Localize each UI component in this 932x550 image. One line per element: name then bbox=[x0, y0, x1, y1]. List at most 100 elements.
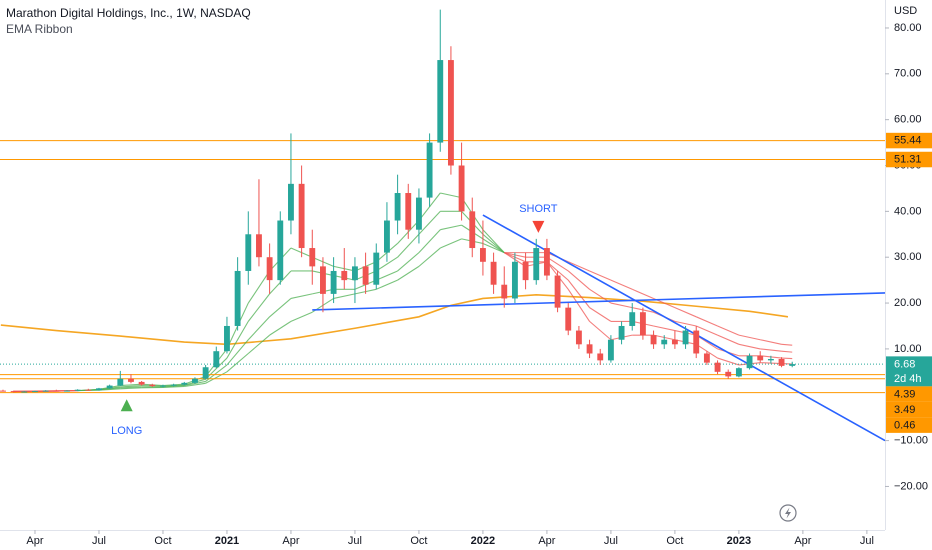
ema-ribbon-segment bbox=[653, 325, 676, 332]
plot-area: LONG SHORT bbox=[0, 9, 885, 442]
candle-body bbox=[778, 358, 785, 366]
candle-body bbox=[256, 234, 262, 258]
x-tick-label: Apr bbox=[282, 535, 299, 547]
x-tick-label: 2022 bbox=[471, 535, 495, 547]
y-tick-label: 60.00 bbox=[894, 114, 922, 126]
candle-body bbox=[682, 330, 689, 345]
ema-ribbon-segment bbox=[120, 385, 142, 388]
y-tick-label: 20.00 bbox=[894, 297, 922, 309]
candle-body bbox=[426, 142, 433, 198]
candle-body bbox=[767, 358, 774, 361]
ema-ribbon-segment bbox=[120, 387, 142, 390]
ema-ribbon-segment bbox=[760, 348, 782, 352]
candle-body bbox=[149, 384, 156, 387]
x-tick-label: Apr bbox=[26, 535, 43, 547]
candle-body bbox=[618, 325, 625, 340]
ema-ribbon-segment bbox=[247, 270, 271, 304]
ema-ribbon-segment bbox=[290, 311, 313, 322]
candle-body bbox=[309, 248, 316, 267]
ema-ribbon-segment bbox=[567, 279, 591, 308]
candle-body bbox=[21, 391, 28, 393]
candle-body bbox=[234, 270, 241, 326]
x-tick-label: Jul bbox=[860, 535, 874, 547]
ema-ribbon-segment bbox=[482, 238, 505, 254]
candle-body bbox=[522, 261, 529, 281]
chart-title: Marathon Digital Holdings, Inc., 1W, NAS… bbox=[6, 6, 251, 20]
ema-ribbon-segment bbox=[696, 325, 718, 336]
candle-body bbox=[288, 183, 294, 221]
candle-body bbox=[192, 378, 198, 383]
candle-body bbox=[597, 353, 604, 361]
price-label-box bbox=[886, 132, 932, 149]
candle-body bbox=[74, 389, 81, 391]
y-tick-label: 10.00 bbox=[894, 343, 922, 355]
candle-body bbox=[575, 330, 582, 345]
ema-ribbon-segment bbox=[482, 233, 505, 254]
y-tick-label: 40.00 bbox=[894, 205, 922, 217]
candle-body bbox=[245, 234, 252, 271]
moving-average bbox=[0, 293, 789, 346]
x-tick-label: Oct bbox=[154, 535, 171, 547]
candle-body bbox=[0, 390, 6, 392]
ema-ribbon-segment bbox=[269, 320, 292, 336]
candle-body bbox=[224, 325, 230, 352]
candle-body bbox=[458, 165, 465, 212]
candle-body bbox=[735, 368, 742, 377]
currency: USD bbox=[894, 5, 917, 17]
candle-body bbox=[181, 382, 188, 385]
ema-ribbon-segment bbox=[184, 382, 206, 388]
candle-body bbox=[128, 378, 134, 382]
candle-body bbox=[629, 312, 636, 326]
candle-body bbox=[447, 60, 454, 166]
candle-body bbox=[479, 248, 486, 262]
candle-body bbox=[320, 266, 326, 294]
ema-ribbon-segment bbox=[717, 325, 740, 336]
candle-body bbox=[213, 351, 220, 368]
ema-ribbon-segment bbox=[440, 238, 462, 249]
ema-ribbon-segment bbox=[418, 210, 441, 235]
replay-button[interactable] bbox=[779, 504, 797, 522]
ema-ribbon-segment bbox=[440, 192, 462, 199]
candle-body bbox=[266, 257, 273, 281]
price-label: 51.31 bbox=[894, 154, 922, 166]
x-tick-label: Apr bbox=[538, 535, 555, 547]
x-tick-label: 2023 bbox=[727, 535, 751, 547]
candle-body bbox=[298, 183, 305, 249]
candle-body bbox=[362, 266, 369, 285]
ema-ribbon-segment bbox=[120, 386, 142, 389]
long-marker bbox=[120, 399, 133, 412]
ema-ribbon-segment bbox=[333, 293, 356, 300]
x-tick-label: Apr bbox=[794, 535, 811, 547]
candle-body bbox=[661, 339, 668, 345]
candle-body bbox=[32, 391, 38, 393]
candle-body bbox=[469, 211, 476, 249]
ema-ribbon-segment bbox=[632, 288, 654, 299]
ema-ribbon-segment bbox=[376, 270, 398, 281]
trendline bbox=[482, 214, 885, 442]
ema-ribbon-segment bbox=[376, 279, 398, 290]
candle-body bbox=[85, 389, 92, 391]
candle-body bbox=[650, 335, 657, 345]
ema-ribbon-segment bbox=[98, 388, 121, 391]
ema-ribbon-segment bbox=[375, 256, 398, 272]
ema-ribbon-segment bbox=[120, 383, 142, 387]
candle-body bbox=[202, 367, 209, 379]
candle-body bbox=[64, 390, 70, 392]
marker-label: LONG bbox=[111, 425, 142, 437]
candle-body bbox=[725, 371, 732, 377]
candle-body bbox=[565, 307, 572, 331]
y-tick-label: −20.00 bbox=[894, 480, 928, 492]
candle-body bbox=[138, 381, 145, 385]
candle-body bbox=[352, 266, 358, 281]
x-tick-label: Oct bbox=[410, 535, 427, 547]
ema-ribbon-segment bbox=[781, 343, 793, 346]
candle-body bbox=[106, 385, 113, 389]
ema-ribbon-segment bbox=[696, 316, 718, 327]
candle-body bbox=[405, 193, 412, 230]
candle-body bbox=[703, 353, 710, 363]
candle-body bbox=[789, 364, 796, 366]
price-label-box bbox=[886, 356, 932, 387]
candle-body bbox=[96, 388, 102, 391]
candle-body bbox=[384, 220, 390, 253]
